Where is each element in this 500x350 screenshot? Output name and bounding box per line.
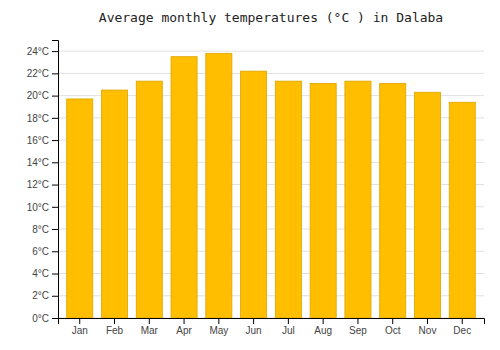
bar — [449, 102, 475, 318]
y-tick-label: 16°C — [27, 135, 49, 146]
x-tick-mark — [114, 318, 115, 324]
x-tick-label: May — [209, 325, 228, 336]
bar — [310, 83, 336, 318]
y-tick: 20°C — [27, 90, 58, 101]
y-tick: 10°C — [27, 202, 58, 213]
x-tick-label: Jun — [246, 325, 262, 336]
grid-line — [58, 73, 484, 74]
y-tick-label: 0°C — [32, 313, 49, 324]
x-tick: Sep — [349, 318, 367, 336]
x-tick-mark — [462, 318, 463, 324]
x-tick: Jan — [72, 318, 88, 336]
y-tick-mark — [52, 96, 58, 97]
x-axis-line — [59, 319, 485, 325]
x-tick: Mar — [141, 318, 159, 336]
x-tick: Nov — [419, 318, 437, 336]
y-tick: 4°C — [32, 268, 58, 279]
y-tick-label: 18°C — [27, 113, 49, 124]
x-tick-label: Apr — [176, 325, 192, 336]
y-tick: 16°C — [27, 135, 58, 146]
bar — [171, 57, 197, 318]
bars — [67, 53, 476, 318]
y-tick-label: 8°C — [32, 224, 49, 235]
y-tick-label: 6°C — [32, 246, 49, 257]
x-tick-mark — [392, 318, 393, 324]
y-tick-label: 12°C — [27, 179, 49, 190]
x-tick-mark — [218, 318, 219, 324]
x-tick-mark — [184, 318, 185, 324]
y-tick-mark — [52, 296, 58, 297]
y-tick-mark — [52, 185, 58, 186]
x-axis: Jan Feb Mar Apr May Jun Jul Aug Sep Oct Nov Dec — [59, 318, 485, 336]
y-tick-mark — [52, 251, 58, 252]
y-tick: 8°C — [32, 224, 58, 235]
y-tick: 0°C — [32, 313, 58, 324]
x-tick-mark — [288, 318, 289, 324]
grid — [58, 51, 484, 318]
x-tick: Apr — [176, 318, 192, 336]
x-tick: Feb — [106, 318, 124, 336]
x-tick: Dec — [453, 318, 471, 336]
y-tick-mark — [52, 51, 58, 52]
y-tick-mark — [52, 207, 58, 208]
x-tick-label: Jul — [282, 325, 295, 336]
bar — [275, 81, 301, 318]
bar — [67, 99, 93, 318]
y-tick: 22°C — [27, 68, 58, 79]
y-axis-line — [52, 41, 59, 319]
y-tick-mark — [52, 318, 58, 319]
bar — [241, 71, 267, 318]
y-tick-label: 22°C — [27, 68, 49, 79]
x-tick-label: Dec — [453, 325, 471, 336]
x-tick-label: Sep — [349, 325, 367, 336]
y-tick-mark — [52, 118, 58, 119]
y-tick-label: 2°C — [32, 290, 49, 301]
bar — [101, 90, 127, 318]
y-tick: 14°C — [27, 157, 58, 168]
x-tick-mark — [427, 318, 428, 324]
plot: 0°C 2°C 4°C 6°C 8°C 10°C 12°C 14°C 16°C 18°C 20°C 2… — [27, 41, 485, 337]
x-tick-label: Oct — [385, 325, 401, 336]
x-tick-label: Feb — [106, 325, 124, 336]
bar — [345, 81, 371, 318]
bar — [380, 83, 406, 318]
y-tick: 18°C — [27, 113, 58, 124]
x-tick-mark — [149, 318, 150, 324]
x-tick-label: Jan — [72, 325, 88, 336]
title: Average monthly temperatures (°C ) in Da… — [99, 10, 443, 25]
x-tick-mark — [253, 318, 254, 324]
x-tick-mark — [79, 318, 80, 324]
x-tick-label: Aug — [314, 325, 332, 336]
x-tick: Jun — [246, 318, 262, 336]
x-tick-label: Nov — [419, 325, 437, 336]
y-tick-mark — [52, 274, 58, 275]
y-tick-label: 24°C — [27, 46, 49, 57]
y-tick: 24°C — [27, 46, 58, 57]
bar — [414, 92, 440, 318]
y-tick: 6°C — [32, 246, 58, 257]
y-tick-mark — [52, 229, 58, 230]
y-tick-label: 20°C — [27, 90, 49, 101]
y-tick-label: 14°C — [27, 157, 49, 168]
y-tick-mark — [52, 73, 58, 74]
grid-line — [58, 51, 484, 52]
y-tick: 12°C — [27, 179, 58, 190]
y-axis: 0°C 2°C 4°C 6°C 8°C 10°C 12°C 14°C 16°C 18°C 20°C 2… — [27, 41, 59, 324]
y-tick: 2°C — [32, 290, 58, 301]
y-tick-mark — [52, 162, 58, 163]
bar — [136, 81, 162, 318]
x-tick: Oct — [385, 318, 401, 336]
y-tick-label: 4°C — [32, 268, 49, 279]
x-tick-label: Mar — [141, 325, 159, 336]
y-tick-label: 10°C — [27, 202, 49, 213]
chart: 0°C 2°C 4°C 6°C 8°C 10°C 12°C 14°C 16°C 18°C 20°C 2… — [0, 0, 500, 350]
x-tick: Jul — [282, 318, 295, 336]
x-tick-mark — [323, 318, 324, 324]
y-tick-mark — [52, 140, 58, 141]
x-tick-mark — [357, 318, 358, 324]
x-tick: Aug — [314, 318, 332, 336]
bar — [206, 53, 232, 318]
x-tick: May — [209, 318, 228, 336]
